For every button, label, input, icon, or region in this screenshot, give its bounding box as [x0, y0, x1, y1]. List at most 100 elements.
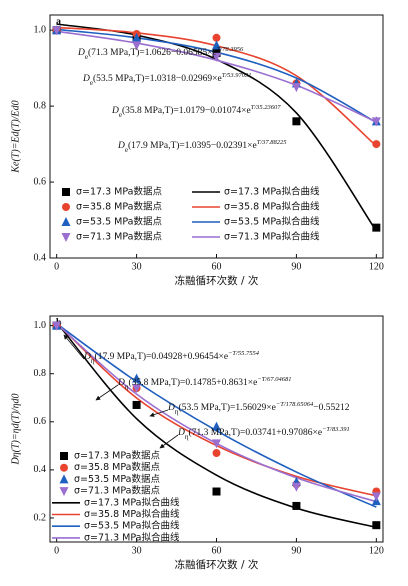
- y-tick-label: 0.2: [34, 512, 47, 523]
- equation-symbol: D: [117, 141, 125, 151]
- fit-curve: [56, 323, 377, 508]
- legend-marker: [62, 188, 70, 196]
- equation-subscript: η: [91, 357, 95, 365]
- legend-marker: [59, 487, 69, 497]
- y-tick-label: 0.6: [34, 416, 47, 427]
- equation-body: (17.9 MPa,T)=0.04928+0.96454×e: [95, 351, 229, 362]
- legend-label: σ=35.8 MPa数据点: [76, 201, 162, 213]
- annotation-arrow: [63, 334, 85, 360]
- legend-label: σ=35.8 MPa拟合曲线: [224, 201, 320, 213]
- x-tick-label: 120: [369, 545, 384, 556]
- data-point: [371, 492, 381, 502]
- data-point: [291, 83, 301, 93]
- data-point: [292, 117, 301, 126]
- equation-exponent: −T/178.65064: [276, 401, 314, 408]
- equation-exponent: T/78.3956: [217, 46, 244, 53]
- panel-label: a: [56, 16, 61, 27]
- equation-exponent: T/35.23607: [251, 104, 282, 111]
- equation-exponent: −T/83.391: [322, 426, 350, 433]
- data-point: [212, 487, 221, 496]
- annotation-arrow: [95, 384, 119, 401]
- legend-marker: [62, 203, 70, 211]
- x-tick-label: 60: [212, 545, 222, 556]
- fit-equation: De(17.9 MPa,T)=1.0395−0.02391×eT/37.8822…: [117, 139, 287, 154]
- x-tick-label: 90: [291, 545, 301, 556]
- data-point: [212, 33, 221, 42]
- equation-symbol: D: [83, 352, 91, 362]
- data-point: [212, 52, 221, 62]
- data-point: [291, 482, 301, 492]
- equation-tail: −0.55212: [313, 403, 349, 413]
- equation-exponent: T/53.97031: [222, 72, 252, 79]
- y-tick-label: 0.8: [34, 368, 47, 379]
- x-axis-title: 冻融循环次数 / 次: [175, 558, 259, 571]
- legend-marker: [59, 474, 69, 484]
- equation-subscript: e: [85, 53, 88, 61]
- data-point: [52, 321, 62, 331]
- equation-body: (35.8 MPa,T)=0.14785+0.8631×e: [129, 377, 258, 388]
- equation-body: (17.9 MPa,T)=1.0395−0.02391×e: [128, 140, 257, 151]
- x-tick-label: 0: [54, 545, 59, 556]
- legend-label: σ=71.3 MPa拟合曲线: [84, 531, 180, 543]
- x-tick-label: 90: [291, 261, 301, 272]
- x-axis-title: 冻融循环次数 / 次: [175, 274, 259, 287]
- legend-label: σ=17.3 MPa数据点: [74, 450, 160, 462]
- equation-subscript: η: [125, 383, 129, 391]
- data-point: [212, 40, 221, 50]
- data-point: [372, 521, 381, 530]
- legend-label: σ=53.5 MPa拟合曲线: [84, 520, 180, 532]
- legend-label: σ=53.5 MPa数据点: [76, 216, 162, 228]
- y-tick-label: 0.8: [34, 100, 47, 111]
- legend-marker: [61, 233, 71, 242]
- legend-marker: [60, 452, 68, 460]
- equation-symbol: D: [177, 428, 185, 438]
- x-tick-label: 30: [132, 261, 142, 272]
- legend-label: σ=53.5 MPa拟合曲线: [224, 216, 320, 228]
- data-point: [371, 117, 381, 127]
- fit-equation: De(71.3 MPa,T)=1.0626−0.06585×eT/78.3956: [77, 46, 244, 61]
- data-point: [132, 373, 142, 383]
- y-axis-title: Dη(T)=ηd(T)/ηd0: [10, 393, 21, 465]
- legend-label: σ=71.3 MPa拟合曲线: [224, 231, 320, 243]
- equation-subscript: η: [185, 433, 189, 441]
- legend-label: σ=17.3 MPa数据点: [76, 186, 162, 198]
- x-tick-label: 60: [212, 261, 222, 272]
- equation-symbol: D: [111, 106, 119, 116]
- equation-subscript: e: [90, 79, 93, 87]
- fit-equation: Dη(71.3 MPa,T)=0.03741+0.97086×e−T/83.39…: [177, 426, 350, 441]
- fit-equation: Dη(17.9 MPa,T)=0.04928+0.96454×e−T/55.75…: [83, 350, 260, 365]
- equation-body: (71.3 MPa,T)=1.0626−0.06585×e: [88, 47, 217, 58]
- y-axis-title: Ke(T)=Ed(T)/Ed0: [10, 100, 21, 173]
- data-point: [132, 400, 141, 409]
- legend-label: σ=71.3 MPa数据点: [74, 485, 160, 497]
- x-tick-label: 0: [54, 261, 59, 272]
- data-point: [372, 223, 381, 232]
- data-point: [212, 449, 221, 458]
- y-tick-label: 0.6: [34, 176, 47, 187]
- y-tick-label: 0.4: [34, 252, 47, 263]
- equation-exponent: −T/67.04681: [257, 376, 291, 383]
- y-tick-label: 0.4: [34, 464, 47, 475]
- equation-body: (35.8 MPa,T)=1.0179−0.01074×e: [122, 105, 251, 116]
- legend-marker: [61, 217, 71, 226]
- data-point: [212, 439, 221, 449]
- fit-equation: Dη(35.8 MPa,T)=0.14785+0.8631×e−T/67.046…: [117, 376, 291, 391]
- fit-equation: De(35.8 MPa,T)=1.0179−0.01074×eT/35.2360…: [111, 104, 281, 119]
- annotation-arrow: [159, 434, 179, 449]
- fit-curve: [56, 321, 377, 529]
- equation-exponent: T/37.88225: [257, 139, 288, 146]
- legend-label: σ=35.8 MPa数据点: [74, 461, 160, 473]
- data-point: [132, 32, 142, 42]
- x-tick-label: 30: [132, 545, 142, 556]
- legend-label: σ=17.3 MPa拟合曲线: [224, 186, 320, 198]
- equation-body: (53.5 MPa,T)=1.0318−0.02969×e: [93, 73, 222, 84]
- legend-marker: [60, 463, 68, 472]
- data-point: [292, 501, 301, 510]
- data-point: [372, 140, 381, 149]
- equation-symbol: D: [82, 74, 90, 84]
- legend-label: σ=53.5 MPa数据点: [74, 473, 160, 485]
- data-point: [132, 384, 142, 394]
- equation-body: (53.5 MPa,T)=1.56029×e: [179, 402, 276, 413]
- equation-symbol: D: [167, 403, 175, 413]
